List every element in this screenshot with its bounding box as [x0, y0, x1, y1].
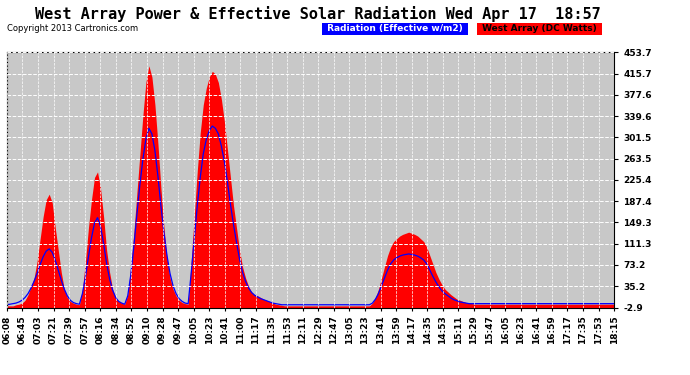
- Text: West Array Power & Effective Solar Radiation Wed Apr 17  18:57: West Array Power & Effective Solar Radia…: [34, 6, 600, 22]
- Text: Copyright 2013 Cartronics.com: Copyright 2013 Cartronics.com: [7, 24, 138, 33]
- Text: Radiation (Effective w/m2): Radiation (Effective w/m2): [324, 24, 466, 33]
- Text: West Array (DC Watts): West Array (DC Watts): [479, 24, 600, 33]
